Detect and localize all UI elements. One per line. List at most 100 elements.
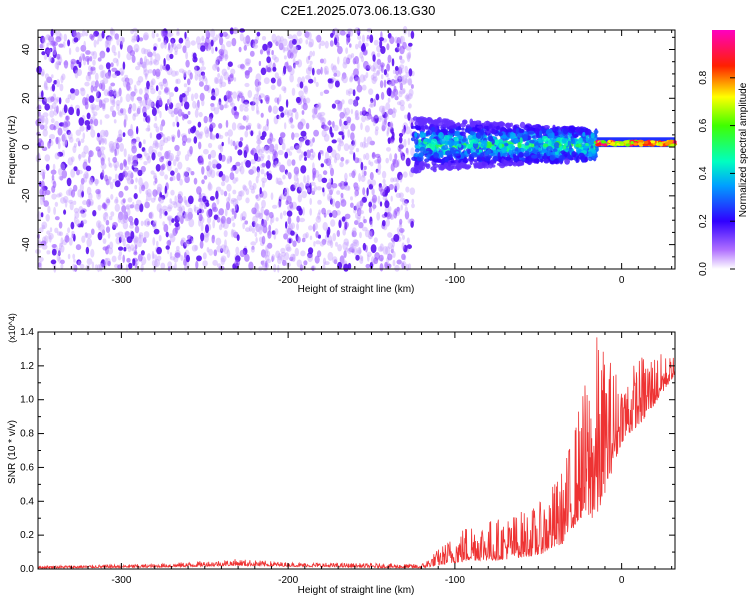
spectrogram-cell [90,129,96,138]
spectrogram-cell [81,151,86,158]
spectrogram-cell [177,214,183,221]
spectrogram-cell [38,256,44,262]
spectrogram-cell [116,37,120,46]
spectrogram-cell [77,140,81,147]
spectrogram-cell [49,134,55,140]
spectrogram-cell [276,255,282,265]
spectrogram-cell [148,60,153,66]
spectrogram-cell [630,141,634,145]
spectrogram-cell [118,246,124,251]
spectrogram-cell [362,187,366,196]
spectrogram-cell [372,188,375,196]
spectrogram-cell [75,137,80,143]
spectrogram-cell [407,77,413,86]
spectrogram-cell [201,166,205,175]
spectrogram-cell [376,52,381,58]
spectrogram-cell [230,167,234,172]
colorbar-label: Normalized spectral amplitude [738,82,749,217]
spectrogram-cell [296,223,299,231]
spectrogram-cell [388,206,392,212]
snr-y-label: SNR (10 * v/v) [7,420,18,484]
spectrogram-cell [329,189,333,196]
spectrogram-cell [179,94,183,103]
y-tick-label: 1.2 [20,361,34,372]
spectrogram-cell [203,204,207,210]
spectrogram-cell [393,92,398,98]
spectrogram-cell [383,79,387,88]
spectrogram-cell [344,221,349,228]
x-tick-label: -300 [111,275,131,286]
spectrogram-cell [77,169,83,175]
spectrogram-cell [433,152,439,159]
spectrogram-cell [235,246,240,255]
spectrogram-cell [233,77,237,82]
spectrogram-cell [63,60,69,69]
spectrogram-cell [261,259,266,267]
spectrogram-cell [288,151,293,156]
spectrogram-cell [139,57,143,65]
spectrogram-cell [231,37,237,47]
spectrogram-cell [323,89,330,95]
spectrogram-cell [543,152,547,160]
spectrogram-cell [324,67,327,76]
spectrogram-cell [58,221,63,229]
spectrogram-cell [84,232,88,237]
spectrogram-cell [119,162,124,171]
spectrogram-cell [408,88,414,97]
spectrogram-cell [309,235,313,241]
spectrogram-cell [135,48,139,53]
spectrogram-cell [79,87,85,92]
spectrogram-cell [403,200,408,207]
spectrogram-cell [235,177,239,182]
spectrogram-cell [333,156,338,164]
spectrogram-cell [378,254,384,262]
spectrogram-cell [514,138,520,144]
spectrogram-cell [332,233,337,242]
spectrogram-cell [331,183,338,189]
spectrogram-cell [60,75,64,84]
spectrogram-cell [379,39,383,49]
spectrogram-cell [155,126,160,133]
spectrogram-cell [236,234,240,242]
spectrogram-cell [359,231,362,239]
spectrogram-cell [285,227,291,237]
spectrogram-cell [448,128,455,134]
spectrogram-cell [216,163,222,170]
spectrogram-cell [215,237,222,246]
spectrogram-cell [256,110,260,115]
spectrogram-cell [270,84,276,91]
spectrogram-cell [59,110,62,117]
spectrogram-cell [418,152,424,158]
spectrogram-cell [84,97,89,106]
spectrogram-cell [320,163,324,168]
spectrogram-cell [184,154,190,162]
spectrogram-cell [41,115,46,124]
spectrogram-cell [70,88,75,94]
spectrogram-cell [551,132,555,138]
spectrogram-cell [303,85,308,93]
x-tick-label: -200 [278,575,298,586]
spectrogram-cell [460,152,465,159]
spectrogram-cell [50,259,57,265]
spectrogram-cell [178,37,184,44]
spectrogram-cell [198,73,202,82]
spectrogram-cell [286,246,292,252]
spectrogram-cell [360,174,366,183]
spectrogram-cell [381,170,387,179]
spectrogram-cell [538,147,542,152]
spectrogram-cell [330,63,334,71]
spectrogram-cell [38,227,44,233]
spectrogram-cell [575,143,582,148]
spectrogram-cell [232,189,237,195]
spectrogram-cell [158,97,162,106]
spectrogram-cell [67,39,71,47]
spectrogram-cell [305,232,309,239]
spectrogram-cell [102,202,106,208]
spectrogram-cell [610,142,616,146]
spectrogram-cell [333,124,339,132]
spectrogram-cell [76,108,80,117]
spectrogram-cell [125,166,129,171]
spectrogram-cell [291,132,295,141]
spectrogram-cell [340,156,345,162]
spectrogram-cell [130,91,136,97]
